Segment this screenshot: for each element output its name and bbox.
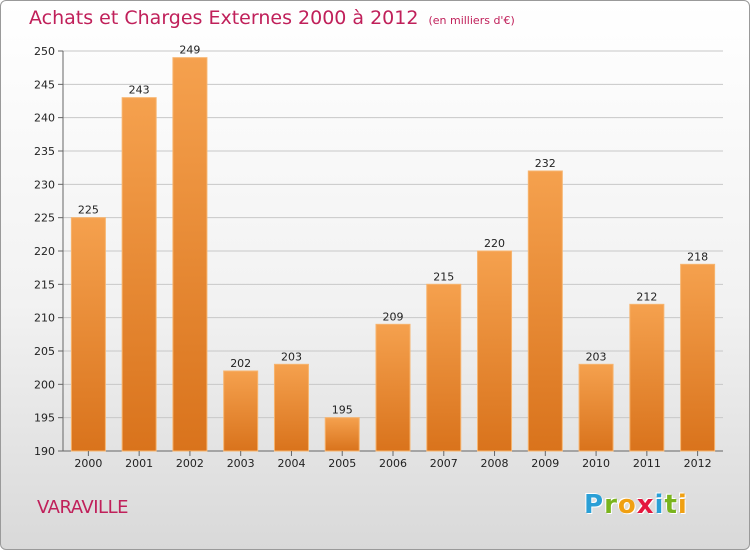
x-tick-label: 2000 (74, 457, 102, 470)
bar-2000 (70, 217, 106, 452)
y-tick-label: 225 (34, 212, 55, 225)
town-name: VARAVILLE (37, 497, 128, 518)
logo-letter: t (664, 490, 678, 520)
chart-unit: (en milliers d'€) (428, 14, 515, 27)
data-label: 203 (281, 350, 302, 363)
logo-letter: x (636, 490, 655, 520)
y-tick-label: 200 (34, 378, 55, 391)
bar-2004 (273, 363, 309, 452)
x-tick-label: 2008 (481, 457, 509, 470)
bar-2010 (578, 363, 614, 452)
data-label: 218 (687, 250, 708, 263)
data-label: 215 (433, 270, 454, 283)
data-label: 232 (535, 157, 556, 170)
data-label: 203 (586, 350, 607, 363)
data-label: 195 (332, 404, 353, 417)
y-tick-label: 220 (34, 245, 55, 258)
x-tick-label: 2004 (277, 457, 305, 470)
y-tick-label: 210 (34, 312, 55, 325)
bar-2011 (629, 303, 665, 452)
bar-2006 (375, 323, 411, 452)
data-label: 202 (230, 357, 251, 370)
data-label: 243 (129, 84, 150, 97)
bar-2001 (121, 97, 157, 452)
bar-2002 (172, 57, 208, 452)
y-tick-label: 205 (34, 345, 55, 358)
y-tick-label: 240 (34, 112, 55, 125)
bar-2009 (527, 170, 563, 452)
logo-letter: P (584, 490, 605, 520)
x-tick-label: 2011 (633, 457, 661, 470)
x-tick-label: 2005 (328, 457, 356, 470)
y-tick-label: 245 (34, 78, 55, 91)
x-tick-label: 2006 (379, 457, 407, 470)
y-tick-label: 230 (34, 178, 55, 191)
x-tick-label: 2002 (176, 457, 204, 470)
x-tick-label: 2010 (582, 457, 610, 470)
x-tick-label: 2001 (125, 457, 153, 470)
bar-2008 (477, 250, 513, 452)
chart-title: Achats et Charges Externes 2000 à 2012 (e… (29, 7, 515, 29)
chart-title-text: Achats et Charges Externes 2000 à 2012 (29, 7, 419, 29)
proxiti-logo: Proxiti (584, 490, 688, 520)
x-tick-label: 2007 (430, 457, 458, 470)
y-tick-label: 195 (34, 412, 55, 425)
x-tick-label: 2003 (227, 457, 255, 470)
data-label: 220 (484, 237, 505, 250)
bar-2005 (324, 417, 360, 452)
logo-letter: r (604, 490, 618, 520)
data-label: 249 (179, 44, 200, 57)
bar-2003 (223, 370, 259, 452)
logo-letter: o (617, 490, 637, 520)
bar-2012 (680, 263, 716, 452)
data-label: 209 (383, 310, 404, 323)
logo-letter: i (677, 490, 688, 520)
x-tick-label: 2012 (684, 457, 712, 470)
y-tick-label: 190 (34, 445, 55, 458)
data-label: 212 (636, 290, 657, 303)
y-tick-label: 215 (34, 278, 55, 291)
data-label: 225 (78, 204, 99, 217)
bar-2007 (426, 283, 462, 452)
y-tick-label: 250 (34, 45, 55, 58)
y-tick-label: 235 (34, 145, 55, 158)
logo-letter: i (654, 490, 665, 520)
x-tick-label: 2009 (531, 457, 559, 470)
